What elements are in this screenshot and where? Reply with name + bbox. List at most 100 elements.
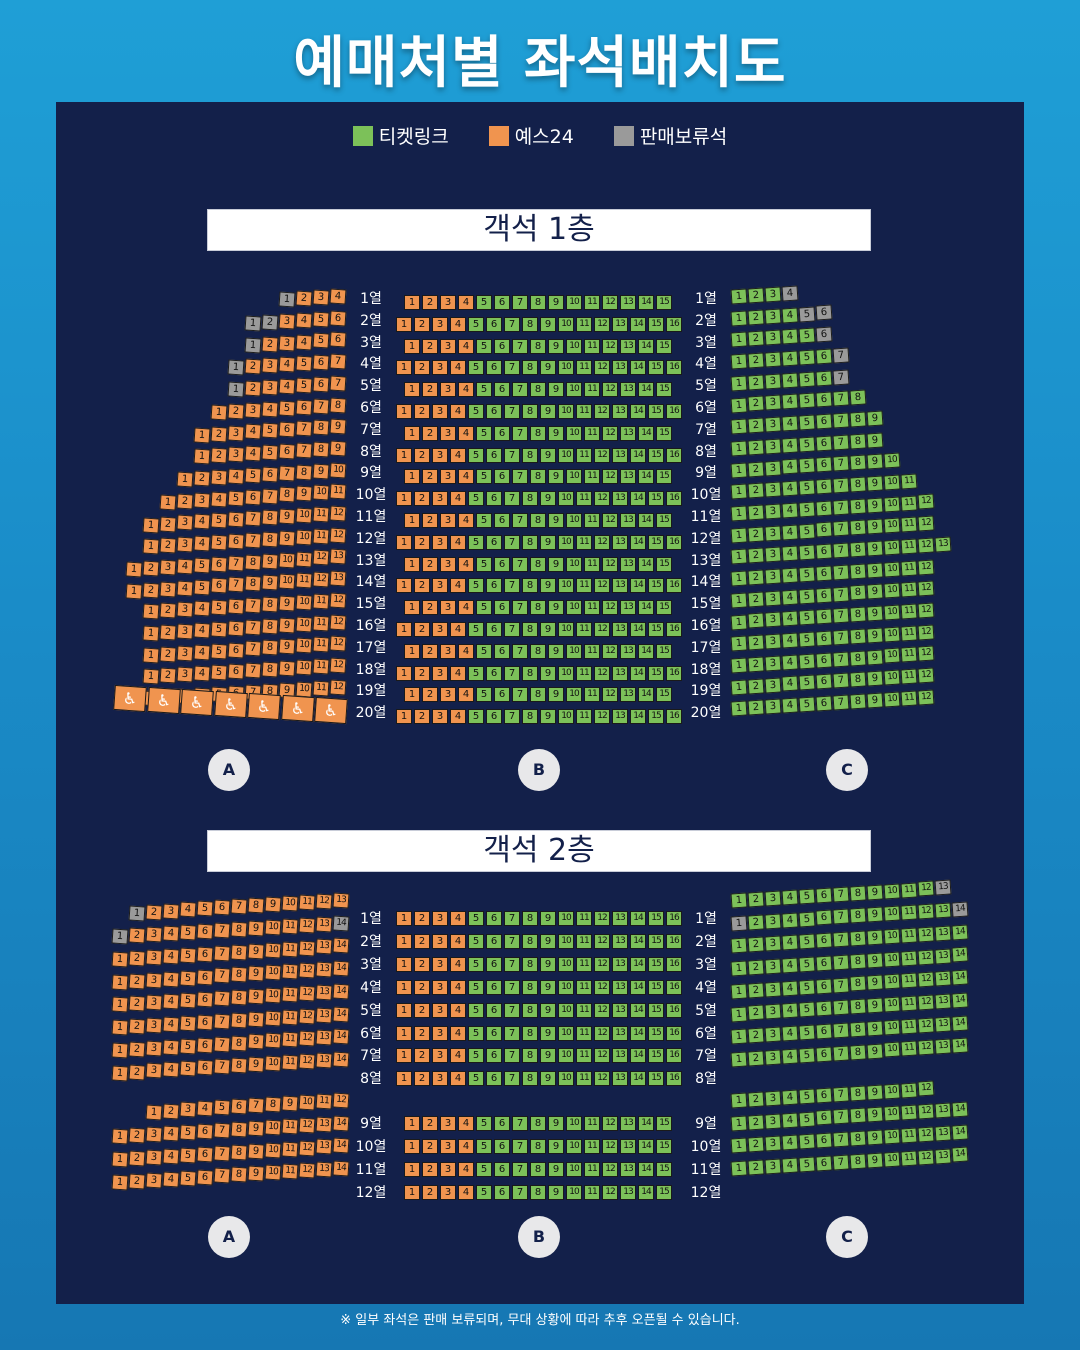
seat-b[interactable]: 2 <box>414 447 430 463</box>
seat-a[interactable]: 10 <box>264 964 282 981</box>
seat-b[interactable]: 10 <box>558 622 574 637</box>
seat-b[interactable]: 3 <box>440 513 456 528</box>
seat-b[interactable]: 5 <box>476 1138 492 1154</box>
seat-b[interactable]: 3 <box>432 956 448 972</box>
seat-b[interactable]: 4 <box>458 425 474 441</box>
seat-a[interactable]: 2 <box>142 582 160 599</box>
seat-b[interactable]: 1 <box>404 1116 420 1131</box>
seat-c[interactable]: 9 <box>866 1106 884 1123</box>
seat-a[interactable]: 11 <box>312 680 330 697</box>
seat-b[interactable]: 4 <box>450 1071 466 1087</box>
seat-c[interactable]: 2 <box>747 417 765 434</box>
seat-b[interactable]: 9 <box>540 1048 556 1064</box>
seat-b[interactable]: 7 <box>504 404 520 419</box>
seat-a[interactable]: 8 <box>230 1057 248 1074</box>
seat-c[interactable]: 12 <box>917 537 935 554</box>
seat-a[interactable]: 7 <box>278 465 296 482</box>
seat-c[interactable]: 6 <box>815 435 833 452</box>
seat-a[interactable]: 11 <box>281 941 299 958</box>
seat-b[interactable]: 14 <box>638 600 654 616</box>
seat-b[interactable]: 13 <box>612 1002 628 1018</box>
seat-c[interactable]: 10 <box>883 539 901 556</box>
seat-b[interactable]: 1 <box>404 1138 420 1154</box>
seat-a[interactable]: 5 <box>312 311 330 328</box>
seat-b[interactable]: 7 <box>504 709 520 725</box>
seat-b[interactable]: 3 <box>432 534 448 550</box>
seat-c[interactable]: 3 <box>764 981 782 998</box>
seat-a[interactable]: 2 <box>128 1173 146 1190</box>
seat-a[interactable]: 5 <box>179 1015 197 1032</box>
seat-b[interactable]: 7 <box>504 1071 520 1087</box>
seat-b[interactable]: 8 <box>522 360 538 376</box>
seat-a[interactable]: 3 <box>312 289 330 306</box>
seat-b[interactable]: 6 <box>486 911 502 926</box>
seat-b[interactable]: 8 <box>530 687 546 703</box>
seat-b[interactable]: 10 <box>566 338 582 354</box>
seat-b[interactable]: 5 <box>476 513 492 528</box>
seat-a[interactable]: 4 <box>227 468 245 485</box>
seat-b[interactable]: 14 <box>630 1002 646 1018</box>
seat-b[interactable]: 13 <box>620 643 636 659</box>
seat-c[interactable]: 2 <box>747 482 765 499</box>
seat-c[interactable]: 4 <box>781 285 799 302</box>
seat-a[interactable]: 7 <box>227 576 245 593</box>
seat-b[interactable]: 1 <box>404 687 420 703</box>
seat-b[interactable]: 15 <box>648 316 664 332</box>
seat-a[interactable]: 1 <box>142 647 160 664</box>
seat-b[interactable]: 15 <box>648 933 664 949</box>
seat-b[interactable]: 7 <box>504 1025 520 1041</box>
seat-b[interactable]: 1 <box>404 1184 420 1200</box>
seat-b[interactable]: 12 <box>594 933 610 949</box>
seat-a[interactable]: 8 <box>230 1144 248 1161</box>
seat-c[interactable]: 1 <box>730 1028 748 1045</box>
seat-b[interactable]: 7 <box>504 360 520 376</box>
seat-b[interactable]: 9 <box>548 687 564 703</box>
seat-a[interactable]: 8 <box>261 596 279 613</box>
seat-a[interactable]: 6 <box>227 598 245 615</box>
seat-a[interactable]: 11 <box>312 615 330 632</box>
seat-b[interactable]: 11 <box>576 622 592 637</box>
seat-b[interactable]: 10 <box>566 643 582 659</box>
seat-b[interactable]: 13 <box>620 469 636 485</box>
seat-a[interactable]: 7 <box>213 922 231 939</box>
seat-a[interactable]: 5 <box>295 377 313 394</box>
seat-b[interactable]: 3 <box>432 447 448 463</box>
seat-a[interactable]: 11 <box>295 550 313 568</box>
seat-c[interactable]: 2 <box>747 936 765 953</box>
seat-a[interactable]: 6 <box>196 1037 214 1054</box>
seat-a[interactable]: 2 <box>227 403 245 420</box>
seat-a[interactable]: 14 <box>332 937 350 954</box>
seat-b[interactable]: 13 <box>612 979 628 995</box>
seat-b[interactable]: 7 <box>504 933 520 949</box>
seat-a[interactable]: 4 <box>278 356 296 373</box>
seat-c[interactable]: 9 <box>866 648 884 666</box>
seat-a[interactable]: 6 <box>329 310 347 327</box>
seat-b[interactable]: 11 <box>576 316 592 332</box>
seat-b[interactable]: 14 <box>630 404 646 419</box>
seat-b[interactable]: 13 <box>612 491 628 507</box>
seat-a[interactable]: 12 <box>315 893 333 910</box>
seat-b[interactable]: 11 <box>584 295 600 310</box>
seat-c[interactable]: 4 <box>781 1048 799 1065</box>
seat-c[interactable]: 2 <box>747 1159 765 1176</box>
seat-b[interactable]: 15 <box>648 404 664 419</box>
seat-b[interactable]: 15 <box>648 578 664 594</box>
seat-a[interactable]: 5 <box>210 599 228 616</box>
seat-b[interactable]: 8 <box>530 556 546 572</box>
seat-c[interactable]: 8 <box>849 389 867 406</box>
seat-a[interactable]: 11 <box>281 963 299 980</box>
seat-c[interactable]: 3 <box>764 890 782 907</box>
seat-b[interactable]: 5 <box>468 709 484 725</box>
seat-b[interactable]: 5 <box>476 556 492 572</box>
seat-b[interactable]: 5 <box>468 360 484 376</box>
seat-b[interactable]: 2 <box>422 600 438 616</box>
seat-c[interactable]: 9 <box>866 583 884 600</box>
seat-b[interactable]: 6 <box>494 1184 510 1200</box>
seat-b[interactable]: 1 <box>404 338 420 354</box>
seat-c[interactable]: 2 <box>747 439 765 456</box>
seat-a[interactable]: 8 <box>247 897 265 914</box>
seat-a[interactable]: 5 <box>312 332 330 349</box>
seat-c[interactable]: 11 <box>900 603 918 620</box>
seat-b[interactable]: 11 <box>576 1002 592 1018</box>
seat-c[interactable]: 8 <box>849 930 867 947</box>
